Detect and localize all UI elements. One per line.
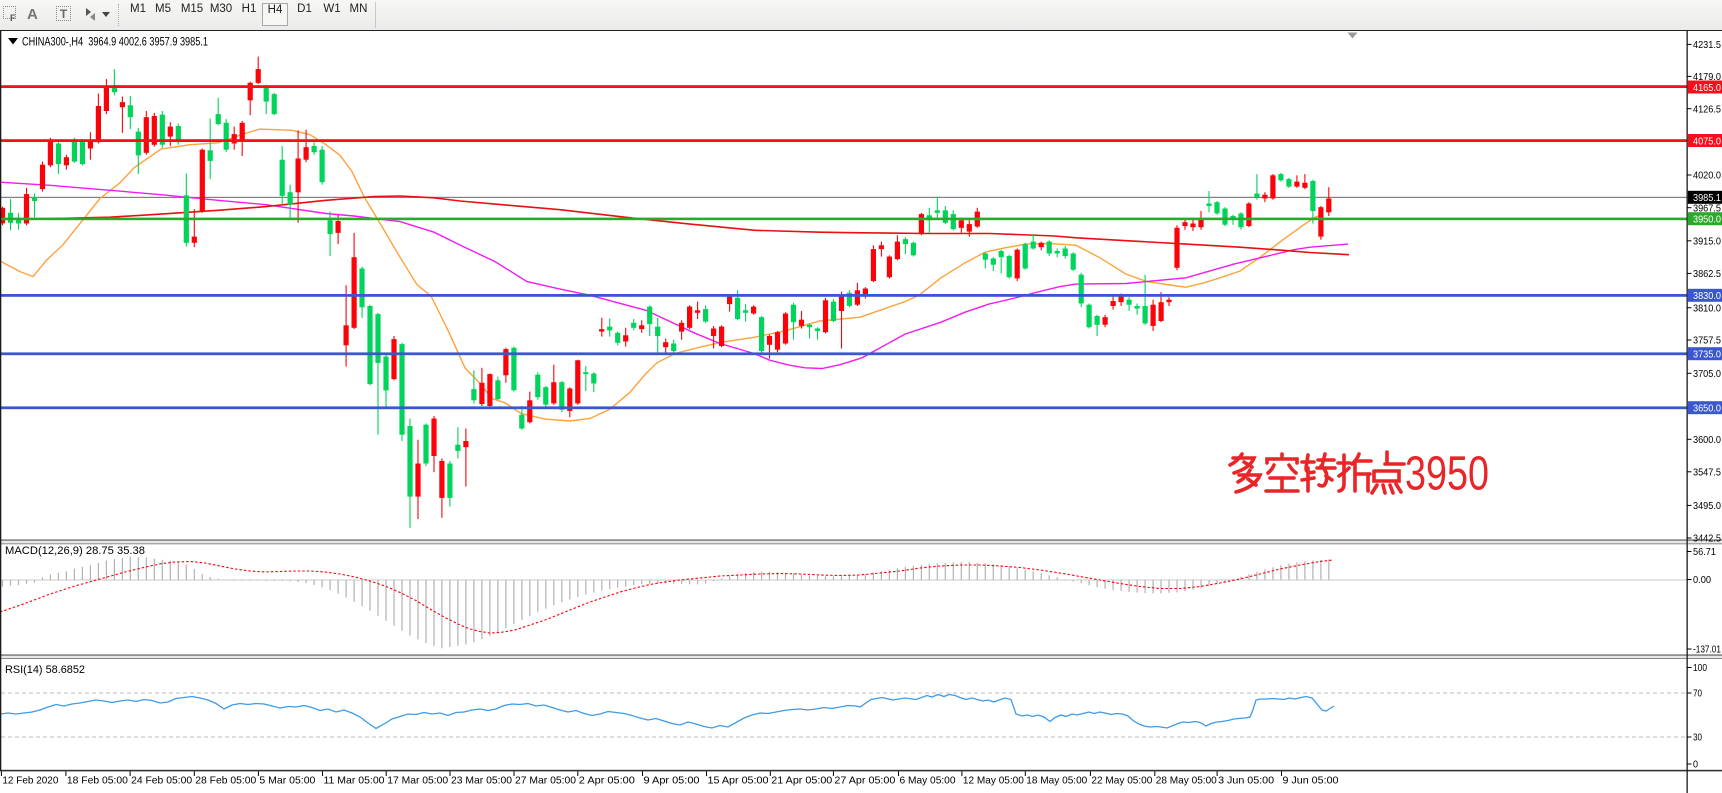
svg-text:28 May 05:00: 28 May 05:00 [1156,775,1217,787]
svg-text:4020.0: 4020.0 [1693,170,1721,182]
svg-text:RSI(14) 58.6852: RSI(14) 58.6852 [5,664,85,676]
svg-text:12 May 05:00: 12 May 05:00 [963,775,1024,787]
svg-text:3650.0: 3650.0 [1693,403,1721,415]
svg-text:17 Mar 05:00: 17 Mar 05:00 [387,775,448,787]
svg-text:3830.0: 3830.0 [1693,290,1721,302]
svg-text:3705.0: 3705.0 [1693,368,1721,380]
svg-text:11 Mar 05:00: 11 Mar 05:00 [324,775,385,787]
svg-text:0: 0 [1693,759,1698,771]
svg-text:15 Apr 05:00: 15 Apr 05:00 [708,775,769,787]
svg-text:3862.5: 3862.5 [1693,268,1721,280]
svg-text:3915.0: 3915.0 [1693,235,1721,247]
svg-text:-137.01: -137.01 [1693,644,1721,656]
svg-text:9 Jun 05:00: 9 Jun 05:00 [1283,775,1339,787]
svg-text:21 Apr 05:00: 21 Apr 05:00 [771,775,832,787]
svg-text:2 Apr 05:00: 2 Apr 05:00 [579,775,635,787]
svg-text:4179.0: 4179.0 [1693,71,1721,83]
svg-text:3735.0: 3735.0 [1693,349,1721,361]
svg-text:24 Feb 05:00: 24 Feb 05:00 [131,775,192,787]
svg-text:12 Feb 2020: 12 Feb 2020 [2,775,58,787]
svg-text:MACD(12,26,9) 28.75 35.38: MACD(12,26,9) 28.75 35.38 [5,545,145,557]
svg-text:70: 70 [1693,688,1702,700]
svg-text:4165.0: 4165.0 [1693,82,1721,94]
svg-text:28 Feb 05:00: 28 Feb 05:00 [195,775,256,787]
svg-text:23 Mar 05:00: 23 Mar 05:00 [451,775,512,787]
svg-text:CHINA300-,H4 3964.9 4002.6 39: CHINA300-,H4 3964.9 4002.6 3957.9 3985.1 [22,37,208,49]
svg-text:18 Feb 05:00: 18 Feb 05:00 [67,775,128,787]
svg-text:3547.5: 3547.5 [1693,466,1721,478]
svg-text:56.71: 56.71 [1693,546,1716,558]
svg-text:3600.0: 3600.0 [1693,434,1721,446]
svg-text:27 Mar 05:00: 27 Mar 05:00 [515,775,576,787]
svg-text:3967.5: 3967.5 [1693,202,1721,214]
svg-text:3985.1: 3985.1 [1693,192,1721,204]
svg-text:6 May 05:00: 6 May 05:00 [900,775,956,787]
svg-text:3442.5: 3442.5 [1693,533,1721,545]
svg-text:3 Jun 05:00: 3 Jun 05:00 [1218,775,1274,787]
svg-text:4075.0: 4075.0 [1693,135,1721,147]
svg-text:4126.5: 4126.5 [1693,103,1721,115]
svg-text:3810.0: 3810.0 [1693,302,1721,314]
svg-text:3495.0: 3495.0 [1693,500,1721,512]
svg-text:27 Apr 05:00: 27 Apr 05:00 [834,775,895,787]
svg-text:3950.0: 3950.0 [1693,214,1721,226]
svg-text:5 Mar 05:00: 5 Mar 05:00 [259,775,315,787]
svg-text:9 Apr 05:00: 9 Apr 05:00 [644,775,700,787]
svg-text:3950: 3950 [1405,448,1489,501]
svg-text:3757.5: 3757.5 [1693,335,1721,347]
svg-text:30: 30 [1693,732,1702,744]
svg-text:0.00: 0.00 [1693,574,1711,586]
svg-text:22 May 05:00: 22 May 05:00 [1091,775,1152,787]
svg-text:4231.5: 4231.5 [1693,39,1721,51]
svg-text:100: 100 [1693,662,1707,674]
svg-text:18 May 05:00: 18 May 05:00 [1026,775,1087,787]
